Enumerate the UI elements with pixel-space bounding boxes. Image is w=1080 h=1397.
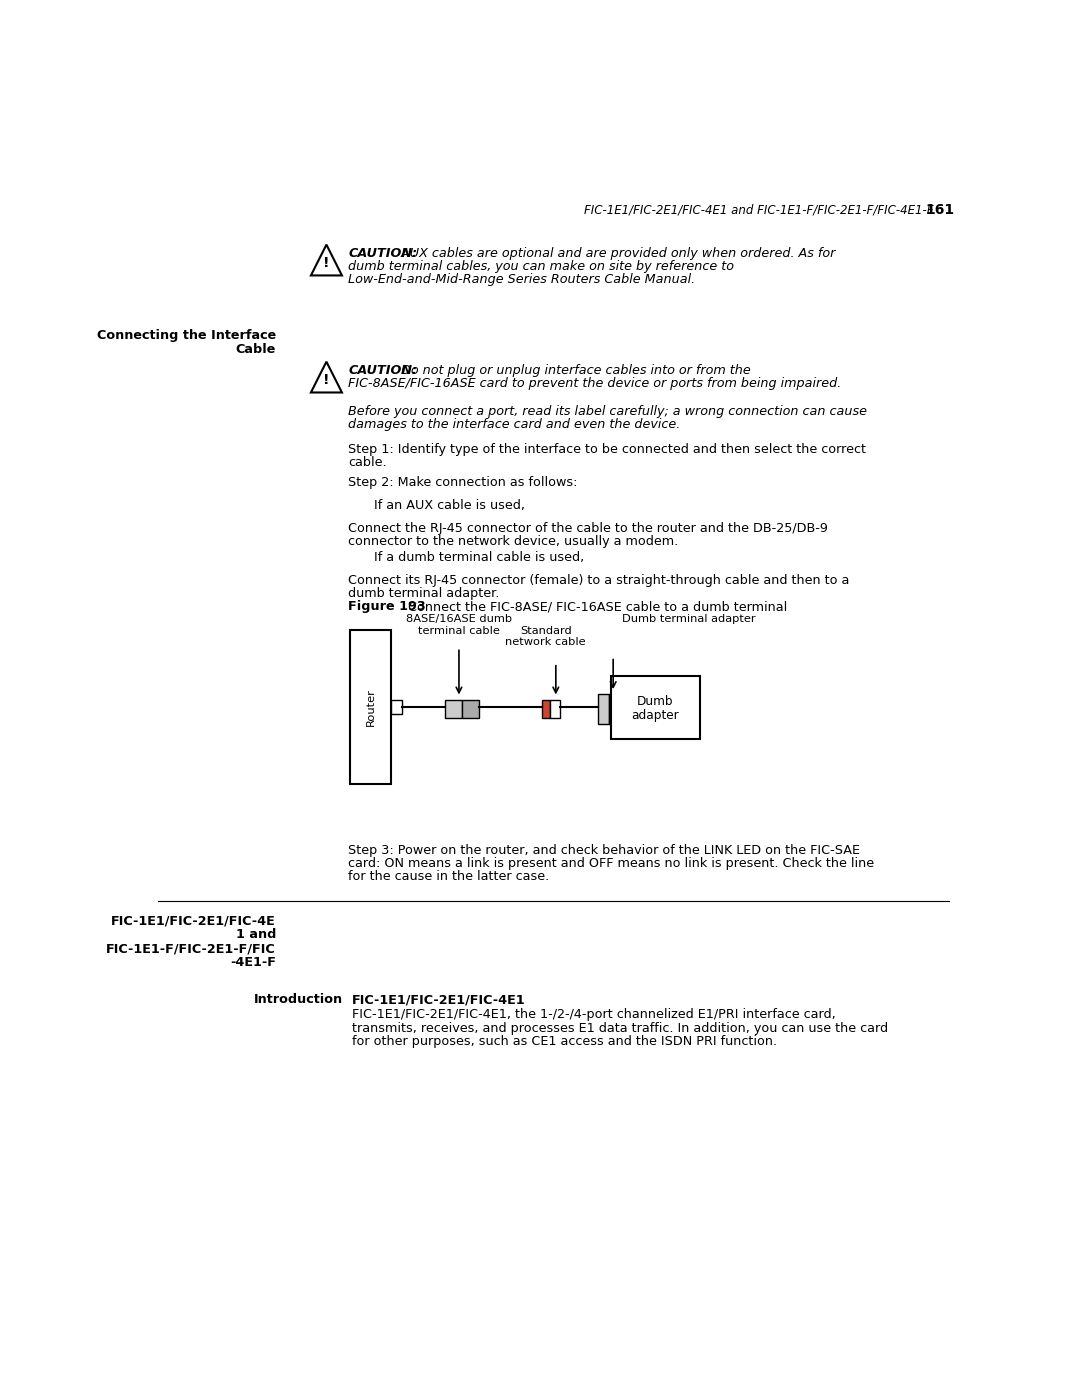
Bar — [598, 693, 609, 725]
Text: Before you connect a port, read its label carefully; a wrong connection can caus: Before you connect a port, read its labe… — [348, 405, 867, 418]
Text: FIC-1E1-F/FIC-2E1-F/FIC: FIC-1E1-F/FIC-2E1-F/FIC — [106, 942, 276, 956]
Text: CAUTION:: CAUTION: — [348, 365, 417, 377]
Text: FIC-1E1/FIC-2E1/FIC-4E: FIC-1E1/FIC-2E1/FIC-4E — [111, 915, 276, 928]
Text: transmits, receives, and processes E1 data traffic. In addition, you can use the: transmits, receives, and processes E1 da… — [352, 1021, 888, 1035]
Text: connector to the network device, usually a modem.: connector to the network device, usually… — [348, 535, 678, 548]
Text: Standard
network cable: Standard network cable — [505, 626, 586, 647]
Text: Do not plug or unplug interface cables into or from the: Do not plug or unplug interface cables i… — [397, 365, 751, 377]
Text: If an AUX cable is used,: If an AUX cable is used, — [374, 499, 525, 511]
Text: card: ON means a link is present and OFF means no link is present. Check the lin: card: ON means a link is present and OFF… — [348, 856, 874, 870]
Text: Dumb terminal adapter: Dumb terminal adapter — [622, 615, 755, 624]
Bar — [609, 693, 622, 725]
Bar — [350, 630, 391, 784]
Bar — [611, 676, 700, 739]
Text: Cable: Cable — [235, 344, 276, 356]
Text: !: ! — [323, 256, 329, 270]
Text: Introduction: Introduction — [254, 993, 342, 1006]
Text: adapter: adapter — [632, 708, 679, 722]
Text: CAUTION:: CAUTION: — [348, 247, 417, 260]
Text: Dumb: Dumb — [637, 694, 674, 708]
Bar — [462, 700, 480, 718]
Text: AUX cables are optional and are provided only when ordered. As for: AUX cables are optional and are provided… — [397, 247, 835, 260]
Text: cable.: cable. — [348, 457, 387, 469]
Bar — [542, 700, 550, 718]
Text: dumb terminal adapter.: dumb terminal adapter. — [348, 587, 499, 601]
Text: Low-End-and-Mid-Range Series Routers Cable Manual.: Low-End-and-Mid-Range Series Routers Cab… — [348, 274, 696, 286]
Text: Connecting the Interface: Connecting the Interface — [97, 330, 276, 342]
Text: Step 2: Make connection as follows:: Step 2: Make connection as follows: — [348, 475, 578, 489]
Text: FIC-1E1/FIC-2E1/FIC-4E1: FIC-1E1/FIC-2E1/FIC-4E1 — [352, 993, 526, 1006]
Text: 161: 161 — [926, 203, 955, 217]
Text: Router: Router — [366, 687, 376, 725]
Text: damages to the interface card and even the device.: damages to the interface card and even t… — [348, 418, 680, 430]
Text: If a dumb terminal cable is used,: If a dumb terminal cable is used, — [374, 550, 584, 564]
Text: !: ! — [323, 373, 329, 387]
Text: Step 1: Identify type of the interface to be connected and then select the corre: Step 1: Identify type of the interface t… — [348, 443, 866, 457]
Text: Step 3: Power on the router, and check behavior of the LINK LED on the FIC-SAE: Step 3: Power on the router, and check b… — [348, 844, 860, 856]
Text: FIC-1E1/FIC-2E1/FIC-4E1, the 1-/2-/4-port channelized E1/PRI interface card,: FIC-1E1/FIC-2E1/FIC-4E1, the 1-/2-/4-por… — [352, 1009, 836, 1021]
Text: Connect the FIC-8ASE/ FIC-16ASE cable to a dumb terminal: Connect the FIC-8ASE/ FIC-16ASE cable to… — [396, 601, 787, 613]
Text: 8ASE/16ASE dumb
terminal cable: 8ASE/16ASE dumb terminal cable — [406, 615, 512, 636]
Text: FIC-1E1/FIC-2E1/FIC-4E1 and FIC-1E1-F/FIC-2E1-F/FIC-4E1-F: FIC-1E1/FIC-2E1/FIC-4E1 and FIC-1E1-F/FI… — [584, 204, 934, 217]
Text: -4E1-F: -4E1-F — [230, 956, 276, 970]
Text: Connect the RJ-45 connector of the cable to the router and the DB-25/DB-9: Connect the RJ-45 connector of the cable… — [348, 522, 828, 535]
Bar — [550, 700, 561, 718]
Bar — [445, 700, 462, 718]
Text: Connect its RJ-45 connector (female) to a straight-through cable and then to a: Connect its RJ-45 connector (female) to … — [348, 574, 850, 587]
Text: for other purposes, such as CE1 access and the ISDN PRI function.: for other purposes, such as CE1 access a… — [352, 1035, 778, 1048]
Text: dumb terminal cables, you can make on site by reference to: dumb terminal cables, you can make on si… — [348, 260, 734, 272]
Bar — [391, 700, 402, 714]
Text: for the cause in the latter case.: for the cause in the latter case. — [348, 870, 550, 883]
Text: 1 and: 1 and — [235, 929, 276, 942]
Text: Figure 193: Figure 193 — [348, 601, 426, 613]
Text: FIC-8ASE/FIC-16ASE card to prevent the device or ports from being impaired.: FIC-8ASE/FIC-16ASE card to prevent the d… — [348, 377, 841, 390]
